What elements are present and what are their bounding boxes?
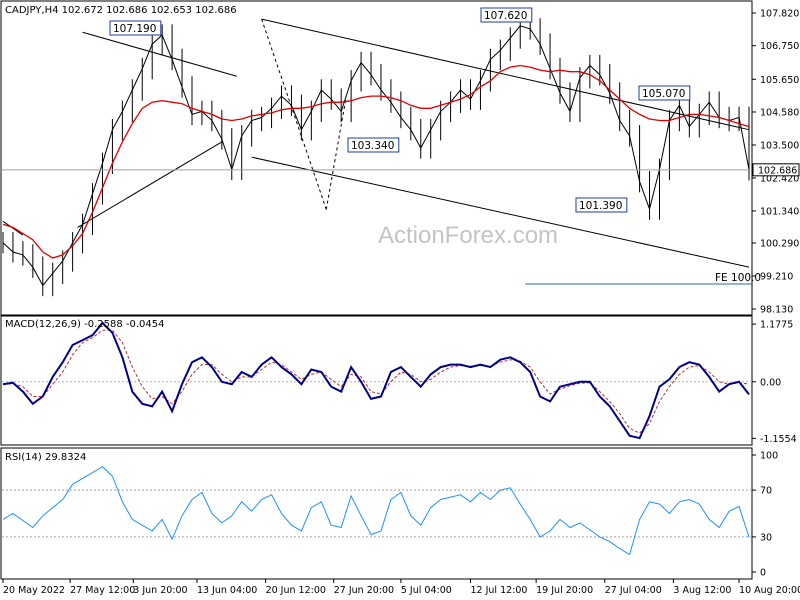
price-panel-frame <box>0 0 753 316</box>
rsi-panel-title: RSI(14) 29.8324 <box>5 452 86 463</box>
price-annotation-box <box>575 197 628 213</box>
price-ytick-label: 102.420 <box>760 173 799 184</box>
macd-ytick-label: -1.1554 <box>760 434 797 445</box>
x-tick-label: 27 Jun 20:00 <box>334 585 394 596</box>
x-tick-label: 10 Aug 20:00 <box>739 585 800 596</box>
macd-ytick-label: 1.1775 <box>760 320 793 331</box>
price-ytick-label: 106.750 <box>760 41 799 52</box>
price-annotation-label: 105.070 <box>642 88 685 100</box>
price-annotation-box <box>347 137 400 153</box>
rsi-line <box>2 466 750 556</box>
rsi-series <box>2 466 752 556</box>
current-price-label: 102.686 <box>758 165 797 176</box>
x-tick-label: 19 Jul 20:00 <box>536 585 593 596</box>
x-tick-label: 12 Jul 12:00 <box>470 585 527 596</box>
x-tick-label: 20 Jun 12:00 <box>266 585 326 596</box>
rsi-ytick-label: 0 <box>760 568 766 579</box>
price-ytick-label: 101.340 <box>760 206 799 217</box>
rsi-ytick-label: 100 <box>760 451 778 462</box>
x-tick-label: 27 Jul 04:00 <box>605 585 662 596</box>
price-annotation-box <box>638 85 691 101</box>
rsi-y-axis: 100 70 30 0 <box>752 451 778 579</box>
price-annotation-label: 107.190 <box>113 23 156 35</box>
trendline <box>251 156 750 268</box>
macd-y-axis: 1.1775 0.00 -1.1554 <box>752 320 797 445</box>
macd-panel-title: MACD(12,26,9) -0.2588 -0.0454 <box>5 319 165 330</box>
trendline <box>2 220 24 236</box>
price-annotation-label: 103.340 <box>351 140 394 152</box>
trendline <box>82 31 237 77</box>
price-trendlines <box>2 18 752 285</box>
moving-average-line <box>2 64 750 259</box>
price-ytick-label: 107.820 <box>760 9 799 20</box>
macd-ytick-label: 0.00 <box>760 377 781 388</box>
price-ytick-label: 100.290 <box>760 239 799 250</box>
price-annotation-label: 101.390 <box>579 200 622 212</box>
macd-series <box>2 321 752 440</box>
price-panel-title: CADJPY,H4 102.672 102.686 102.653 102.68… <box>5 5 237 16</box>
price-ytick-label: 104.580 <box>760 107 799 118</box>
x-tick-label: 27 May 12:00 <box>70 585 135 596</box>
rsi-ytick-label: 70 <box>760 486 772 497</box>
current-price-box <box>752 163 800 177</box>
rsi-panel-frame <box>0 447 753 580</box>
price-ytick-label: 99.210 <box>760 272 793 283</box>
x-tick-label: 3 Aug 12:00 <box>673 585 731 596</box>
price-ytick-label: 98.130 <box>760 305 793 316</box>
trendline <box>261 18 750 131</box>
trendline <box>77 141 223 228</box>
price-y-axis: 107.820 106.750 105.650 104.580 103.500 102.4… <box>2 9 800 316</box>
fib-projection-leg <box>325 96 347 210</box>
x-tick-label: 3 Jun 20:00 <box>133 585 187 596</box>
price-series <box>2 15 750 297</box>
macd-line <box>2 321 750 440</box>
x-axis: 20 May 2022 27 May 12:003 Jun 20:00 13 Jun… <box>2 579 800 596</box>
macd-panel-frame <box>0 315 753 446</box>
price-annotations: 107.190 107.620 103.340 105.070 101.390 FE 10… <box>109 7 761 284</box>
watermark: ActionForex.com <box>378 222 558 249</box>
price-annotation-box <box>480 7 533 23</box>
price-annotation-box <box>109 20 162 36</box>
fib-level-label: FE 100.0 <box>715 272 761 284</box>
x-tick-label: 13 Jun 04:00 <box>197 585 257 596</box>
price-close-line <box>2 25 750 287</box>
price-ytick-label: 103.500 <box>760 140 799 151</box>
x-tick-label: 5 Jul 04:00 <box>401 585 452 596</box>
price-annotation-label: 107.620 <box>484 10 527 22</box>
price-ytick-label: 105.650 <box>760 75 799 86</box>
rsi-ytick-label: 30 <box>760 532 772 543</box>
x-tick-label: 20 May 2022 <box>3 585 65 596</box>
